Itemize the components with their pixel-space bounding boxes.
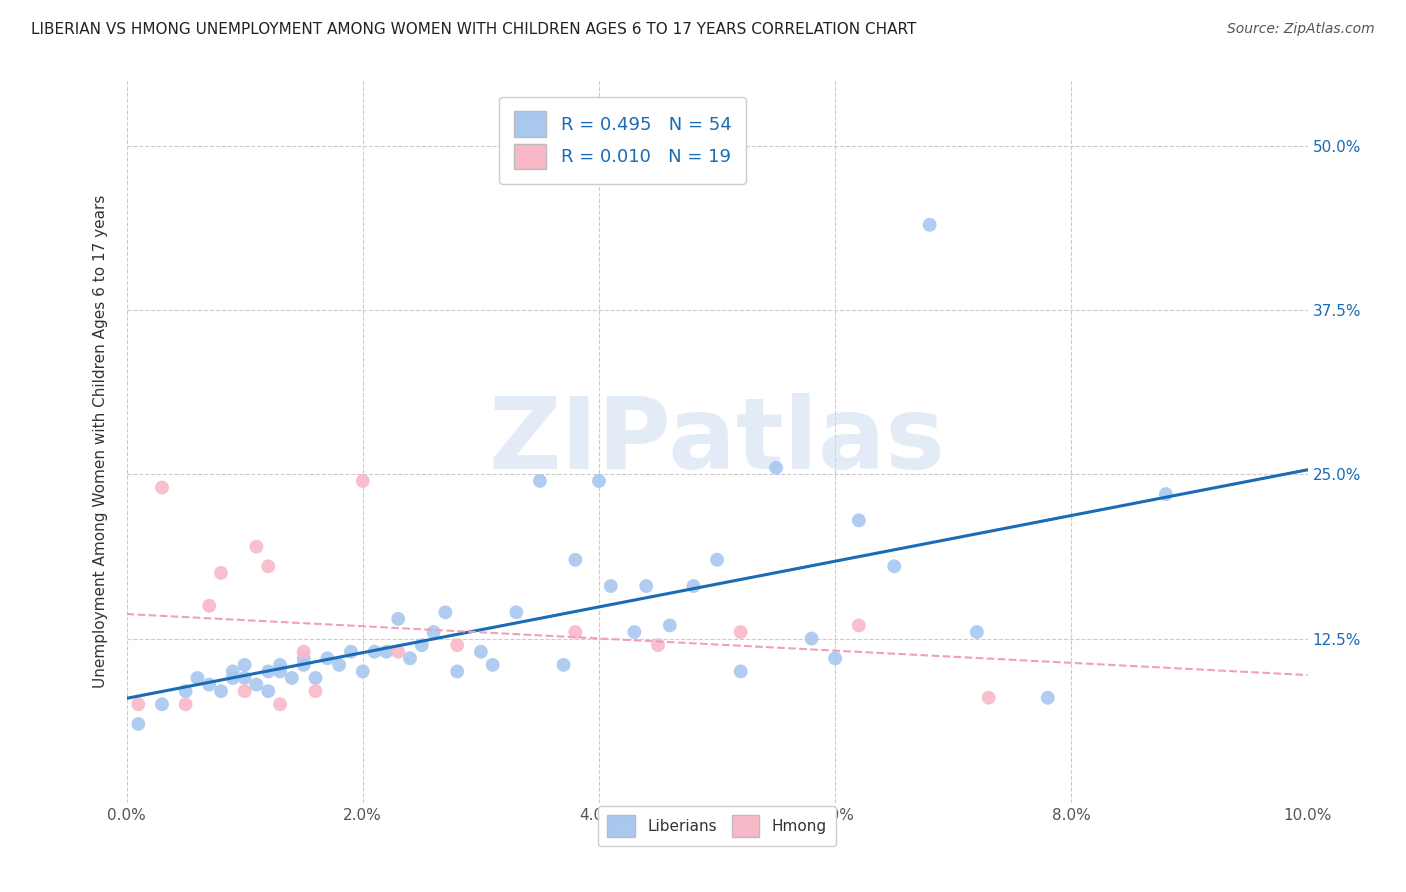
Point [682, 579, 704, 593]
Y-axis label: Unemployment Among Women with Children Ages 6 to 17 years: Unemployment Among Women with Children A… [93, 194, 108, 689]
Point [316, 651, 339, 665]
Point [647, 638, 669, 652]
Point [233, 657, 256, 672]
Point [209, 566, 232, 580]
Point [636, 579, 658, 593]
Point [150, 481, 173, 495]
Point [883, 559, 905, 574]
Point [292, 651, 315, 665]
Text: ZIPatlas: ZIPatlas [489, 393, 945, 490]
Point [150, 698, 173, 712]
Point [209, 684, 232, 698]
Point [399, 651, 422, 665]
Point [387, 645, 409, 659]
Point [269, 657, 291, 672]
Point [505, 605, 527, 619]
Point [174, 684, 197, 698]
Point [658, 618, 681, 632]
Point [553, 657, 575, 672]
Point [599, 579, 621, 593]
Point [564, 553, 586, 567]
Point [848, 513, 870, 527]
Point [588, 474, 610, 488]
Legend: Liberians, Hmong: Liberians, Hmong [598, 805, 837, 846]
Point [222, 671, 245, 685]
Point [340, 645, 363, 659]
Text: Source: ZipAtlas.com: Source: ZipAtlas.com [1227, 22, 1375, 37]
Point [730, 625, 752, 640]
Point [434, 605, 457, 619]
Point [422, 625, 444, 640]
Point [198, 599, 221, 613]
Point [1036, 690, 1059, 705]
Point [127, 698, 149, 712]
Point [470, 645, 492, 659]
Point [481, 657, 503, 672]
Point [257, 665, 280, 679]
Point [257, 559, 280, 574]
Point [281, 671, 304, 685]
Point [198, 677, 221, 691]
Point [245, 677, 267, 691]
Point [387, 612, 409, 626]
Point [292, 645, 315, 659]
Point [824, 651, 846, 665]
Point [848, 618, 870, 632]
Point [186, 671, 208, 685]
Point [352, 665, 374, 679]
Point [292, 657, 315, 672]
Point [564, 625, 586, 640]
Point [352, 474, 374, 488]
Point [623, 625, 645, 640]
Point [529, 474, 551, 488]
Point [446, 665, 468, 679]
Point [233, 671, 256, 685]
Point [174, 698, 197, 712]
Point [257, 684, 280, 698]
Point [304, 684, 326, 698]
Point [730, 665, 752, 679]
Point [918, 218, 941, 232]
Point [245, 540, 267, 554]
Point [363, 645, 385, 659]
Point [765, 460, 787, 475]
Point [233, 684, 256, 698]
Point [269, 665, 291, 679]
Point [222, 665, 245, 679]
Point [269, 698, 291, 712]
Point [328, 657, 350, 672]
Point [977, 690, 1000, 705]
Point [966, 625, 988, 640]
Text: LIBERIAN VS HMONG UNEMPLOYMENT AMONG WOMEN WITH CHILDREN AGES 6 TO 17 YEARS CORR: LIBERIAN VS HMONG UNEMPLOYMENT AMONG WOM… [31, 22, 917, 37]
Point [127, 717, 149, 731]
Point [1154, 487, 1177, 501]
Point [411, 638, 433, 652]
Point [706, 553, 728, 567]
Point [446, 638, 468, 652]
Point [375, 645, 398, 659]
Point [800, 632, 823, 646]
Point [304, 671, 326, 685]
